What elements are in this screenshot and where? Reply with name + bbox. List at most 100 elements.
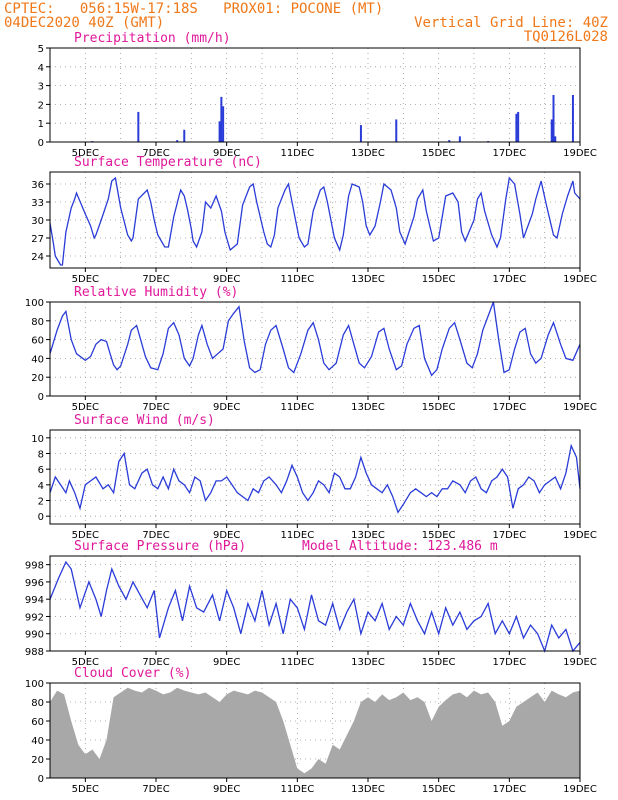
wind-xtick-label: 9DEC xyxy=(213,530,240,541)
precip-xtick-label: 9DEC xyxy=(213,148,240,159)
wind-ytick-label: 0 xyxy=(38,512,44,523)
cloud-xtick-label: 19DEC xyxy=(563,784,597,795)
precip-ytick-label: 5 xyxy=(38,44,44,55)
wind-ytick-label: 4 xyxy=(38,481,44,492)
pressure-ytick-label: 990 xyxy=(25,630,44,641)
pressure-xtick-label: 19DEC xyxy=(563,657,597,668)
humidity-xtick-label: 15DEC xyxy=(422,402,456,413)
cloud-xtick-label: 13DEC xyxy=(351,784,385,795)
humidity-xtick-label: 17DEC xyxy=(492,402,526,413)
precip-bar xyxy=(359,125,362,142)
pressure-ytick-label: 996 xyxy=(25,578,44,589)
pressure-frame xyxy=(49,555,581,652)
precip-bar xyxy=(176,140,179,142)
humidity-xtick-label: 7DEC xyxy=(142,402,169,413)
cloud-xtick-label: 9DEC xyxy=(213,784,240,795)
pressure-xtick-label: 5DEC xyxy=(72,657,99,668)
temp-series-line xyxy=(49,176,581,266)
pressure-xtick-label: 9DEC xyxy=(213,657,240,668)
wind-frame xyxy=(49,429,581,525)
precip-bar xyxy=(218,121,221,142)
cloud-xtick-label: 11DEC xyxy=(280,784,314,795)
pressure-ytick-label: 992 xyxy=(25,612,44,623)
humidity-xtick-label: 13DEC xyxy=(351,402,385,413)
precip-ytick-label: 3 xyxy=(38,82,44,93)
temp-xtick-label: 15DEC xyxy=(422,274,456,285)
wind-xtick-label: 19DEC xyxy=(563,530,597,541)
precip-title: Precipitation (mm/h) xyxy=(74,31,231,46)
pressure-xtick-label: 15DEC xyxy=(422,657,456,668)
wind-xtick-label: 15DEC xyxy=(422,530,456,541)
precip-bar xyxy=(395,119,398,142)
temp-xtick-label: 7DEC xyxy=(142,274,169,285)
precip-xtick-label: 15DEC xyxy=(422,148,456,159)
temp-xtick-label: 5DEC xyxy=(72,274,99,285)
precip-bar xyxy=(554,136,557,142)
precip-bar xyxy=(571,95,574,142)
chart-header: CPTEC: 056:15W-17:18S PROX01: POCONE (MT… xyxy=(0,0,618,46)
precip-frame xyxy=(49,47,581,143)
precip-ytick-label: 2 xyxy=(38,100,44,111)
cloud-ytick-label: 20 xyxy=(31,755,44,766)
wind-xtick-label: 7DEC xyxy=(142,530,169,541)
cloud-xtick-label: 17DEC xyxy=(492,784,526,795)
precip-bar xyxy=(183,129,186,142)
humidity-series-line xyxy=(49,301,581,377)
precip-bar xyxy=(448,140,451,142)
cloud-frame xyxy=(49,682,581,779)
pressure-xtick-label: 13DEC xyxy=(351,657,385,668)
temp-xtick-label: 19DEC xyxy=(563,274,597,285)
precip-bar xyxy=(552,95,555,142)
temp-xtick-label: 11DEC xyxy=(280,274,314,285)
cloud-xtick-label: 7DEC xyxy=(142,784,169,795)
precip-bar xyxy=(220,96,223,142)
wind-xtick-label: 11DEC xyxy=(280,530,314,541)
humidity-ytick-label: 40 xyxy=(31,354,44,365)
precip-xtick-label: 5DEC xyxy=(72,148,99,159)
humidity-ytick-label: 60 xyxy=(31,336,44,347)
temp-xtick-label: 17DEC xyxy=(492,274,526,285)
precip-ytick-label: 1 xyxy=(38,119,44,130)
header-run-date: 04DEC2020 40Z (GMT) xyxy=(4,15,165,31)
precip-bar xyxy=(517,111,520,142)
wind-xtick-label: 17DEC xyxy=(492,530,526,541)
humidity-ytick-label: 0 xyxy=(38,392,44,403)
wind-ytick-label: 2 xyxy=(38,497,44,508)
humidity-ytick-label: 20 xyxy=(31,373,44,384)
precip-xtick-label: 13DEC xyxy=(351,148,385,159)
temp-title: Surface Temperature (nC) xyxy=(74,155,262,170)
temp-ytick-label: 33 xyxy=(31,198,44,209)
humidity-xtick-label: 5DEC xyxy=(72,402,99,413)
humidity-frame xyxy=(49,301,581,397)
precip-bar xyxy=(458,136,461,142)
pressure-series-line xyxy=(49,560,581,654)
wind-title: Surface Wind (m/s) xyxy=(74,413,215,428)
precip-xtick-label: 17DEC xyxy=(492,148,526,159)
cloud-ytick-label: 80 xyxy=(31,698,44,709)
cloud-series-area xyxy=(50,687,580,778)
header-grid-note: Vertical Grid Line: 40Z xyxy=(414,15,608,31)
precip-bar xyxy=(137,111,140,142)
cloud-xtick-label: 5DEC xyxy=(72,784,99,795)
cloud-ytick-label: 60 xyxy=(31,717,44,728)
humidity-ytick-label: 100 xyxy=(25,298,44,309)
cloud-ytick-label: 0 xyxy=(38,774,44,785)
precip-bar xyxy=(515,113,518,142)
header-model-code: TQ0126L028 xyxy=(523,29,608,45)
wind-ytick-label: 6 xyxy=(38,465,44,476)
temp-ytick-label: 36 xyxy=(31,180,44,191)
precip-ytick-label: 4 xyxy=(38,63,44,74)
pressure-xtick-label: 7DEC xyxy=(142,657,169,668)
temp-ytick-label: 24 xyxy=(31,252,44,263)
pressure-xtick-label: 11DEC xyxy=(280,657,314,668)
wind-ytick-label: 8 xyxy=(38,450,44,461)
temp-xtick-label: 9DEC xyxy=(213,274,240,285)
humidity-xtick-label: 9DEC xyxy=(213,402,240,413)
cloud-ytick-label: 100 xyxy=(25,679,44,690)
humidity-ytick-label: 80 xyxy=(31,317,44,328)
temp-ytick-label: 27 xyxy=(31,234,44,245)
wind-ytick-label: 10 xyxy=(31,434,44,445)
precip-xtick-label: 7DEC xyxy=(142,148,169,159)
temp-ytick-label: 30 xyxy=(31,216,44,227)
